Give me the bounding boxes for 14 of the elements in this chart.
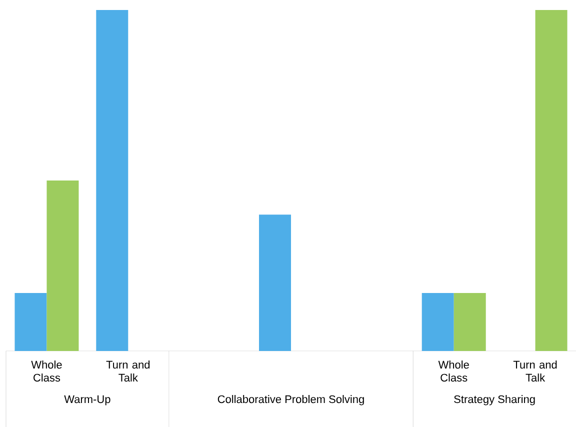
bar	[96, 10, 128, 351]
x-tick-label: Whole Class	[31, 360, 62, 382]
text: Strategy Sharing	[454, 395, 535, 406]
bar	[454, 293, 486, 351]
x-tick-label: Whole Class	[438, 360, 469, 382]
x-tick-label: Turn and Talk	[106, 360, 150, 382]
bar	[422, 293, 454, 351]
text: Collaborative Problem Solving	[218, 395, 364, 406]
bar	[46, 180, 79, 351]
text: Warm-Up	[64, 395, 110, 406]
bar	[14, 293, 47, 351]
bar	[535, 10, 568, 351]
x-tick-label: Turn and Talk	[513, 360, 557, 382]
bar	[259, 214, 291, 351]
